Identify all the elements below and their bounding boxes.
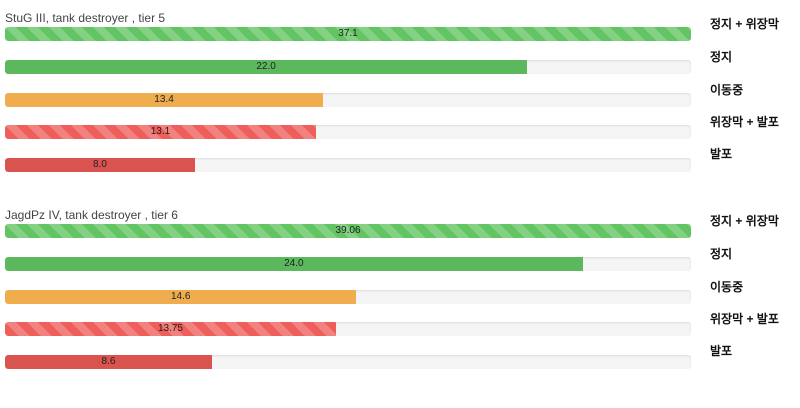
bar-track: 8.6: [5, 355, 691, 369]
category-label: 이동중: [710, 83, 744, 97]
bar-track: 13.75: [5, 322, 691, 336]
bar-value-label: 13.1: [150, 126, 171, 137]
category-label: 위장막 + 발포: [710, 312, 779, 326]
bar: 8.0: [5, 158, 195, 172]
bar: 13.4: [5, 93, 324, 107]
category-label: 위장막 + 발포: [710, 115, 779, 129]
bar: 22.0: [5, 60, 528, 74]
bar-value-label: 39.06: [335, 225, 361, 236]
bar-value-label: 8.0: [92, 159, 107, 170]
bar-value-label: 24.0: [284, 258, 304, 269]
category-label: 정지 + 위장막: [710, 17, 779, 31]
category-label: 발포: [710, 147, 733, 161]
bar: 13.75: [5, 322, 336, 336]
chart-title: JagdPz IV, tank destroyer , tier 6: [5, 208, 178, 222]
bar-track: 13.4: [5, 93, 691, 107]
bar-value-label: 37.1: [338, 28, 358, 39]
bar: 8.6: [5, 355, 212, 369]
bar-track: 14.6: [5, 290, 691, 304]
category-label: 이동중: [710, 280, 744, 294]
category-label: 정지 + 위장막: [710, 214, 779, 228]
bar-track: 13.1: [5, 125, 691, 139]
bar-track: 24.0: [5, 257, 691, 271]
bar-track: 8.0: [5, 158, 691, 172]
bar-value-label: 13.4: [154, 94, 174, 105]
bar-track: 39.06: [5, 224, 691, 238]
bar-track: 22.0: [5, 60, 691, 74]
bar-value-label: 8.6: [101, 356, 116, 367]
bar: 24.0: [5, 257, 583, 271]
bar-track: 37.1: [5, 27, 691, 41]
category-label: 정지: [710, 247, 733, 261]
bar-value-label: 22.0: [256, 61, 276, 72]
bar: 13.1: [5, 125, 316, 139]
category-label: 정지: [710, 50, 733, 64]
bar-value-label: 14.6: [170, 291, 191, 302]
bar: 14.6: [5, 290, 357, 304]
category-label: 발포: [710, 344, 733, 358]
bar: 39.06: [5, 224, 691, 238]
bar-value-label: 13.75: [157, 323, 183, 334]
bar: 37.1: [5, 27, 691, 41]
chart-title: StuG III, tank destroyer , tier 5: [5, 11, 166, 25]
